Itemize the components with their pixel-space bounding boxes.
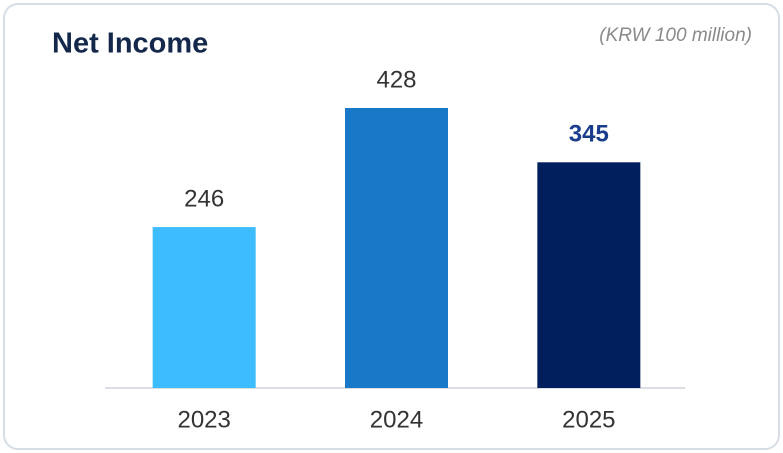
- bar: [152, 227, 256, 388]
- value-label: 345: [569, 121, 609, 148]
- value-label: 246: [184, 185, 224, 212]
- bar: [345, 108, 448, 388]
- bar: [537, 162, 641, 388]
- chart-subtitle: (KRW 100 million): [599, 25, 752, 46]
- value-label: 428: [376, 66, 416, 93]
- x-tick-label: 2023: [177, 406, 230, 433]
- chart-title: Net Income: [52, 28, 208, 60]
- x-tick-label: 2024: [370, 406, 423, 433]
- x-tick-label: 2025: [562, 406, 615, 433]
